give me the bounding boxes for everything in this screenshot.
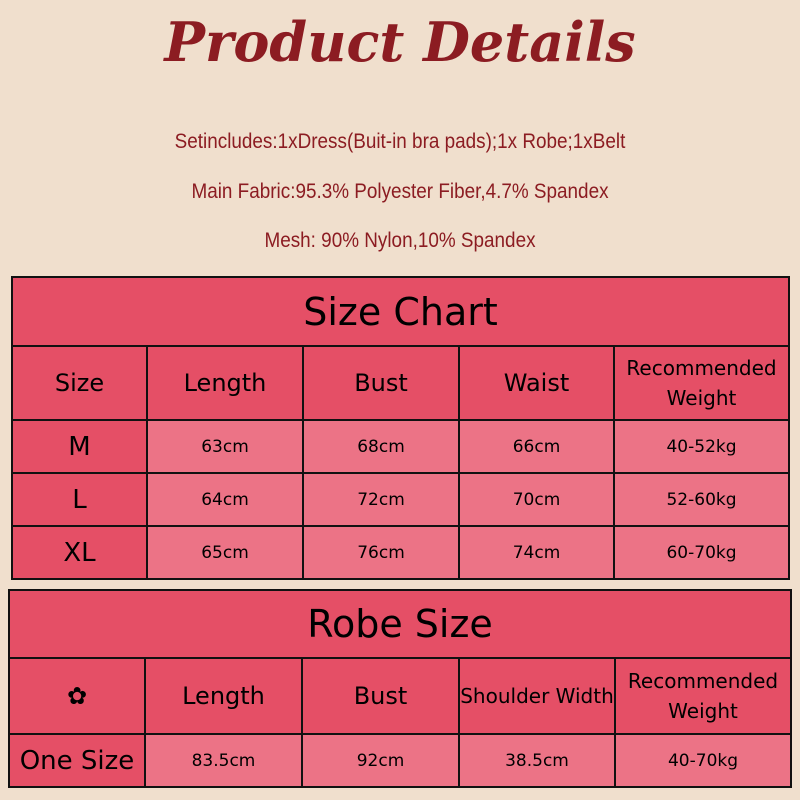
cell: 60-70kg bbox=[612, 525, 791, 580]
header-bust: Bust bbox=[302, 345, 460, 421]
table-row: One Size 83.5cm 92cm 38.5cm 40-70kg bbox=[8, 733, 793, 788]
size-label: L bbox=[11, 472, 148, 527]
header-shoulder-width: Shoulder Width bbox=[458, 657, 616, 735]
header-bust: Bust bbox=[301, 657, 460, 735]
header-weight: Recommended Weight bbox=[612, 345, 791, 421]
header-waist: Waist bbox=[458, 345, 615, 421]
cell: 52-60kg bbox=[612, 472, 791, 527]
cell: 38.5cm bbox=[458, 733, 616, 788]
robe-size-title: Robe Size bbox=[7, 589, 793, 659]
detail-mesh: Mesh: 90% Nylon,10% Spandex bbox=[264, 229, 536, 252]
cell: 70cm bbox=[458, 472, 615, 527]
cell: 76cm bbox=[302, 525, 460, 580]
cell: 63cm bbox=[146, 419, 304, 474]
cell: 65cm bbox=[146, 525, 304, 580]
size-label: One Size bbox=[8, 733, 146, 788]
cell: 92cm bbox=[301, 733, 460, 788]
page-title: Product Details bbox=[164, 10, 636, 74]
size-label: M bbox=[11, 419, 148, 474]
header-weight: Recommended Weight bbox=[613, 657, 793, 735]
cell: 68cm bbox=[302, 419, 460, 474]
cell: 40-70kg bbox=[613, 733, 793, 788]
robe-size-table: Robe Size ✿ Length Bust Shoulder Width R… bbox=[7, 589, 793, 788]
table-row: M 63cm 68cm 66cm 40-52kg bbox=[11, 419, 791, 474]
cell: 40-52kg bbox=[612, 419, 791, 474]
table-row: XL 65cm 76cm 74cm 60-70kg bbox=[11, 525, 791, 580]
detail-set-includes: Setincludes:1xDress(Buit-in bra pads);1x… bbox=[174, 130, 626, 153]
cell: 66cm bbox=[458, 419, 615, 474]
size-label: XL bbox=[11, 525, 148, 580]
cell: 83.5cm bbox=[144, 733, 303, 788]
detail-main-fabric: Main Fabric:95.3% Polyester Fiber,4.7% S… bbox=[191, 180, 609, 203]
table-row: L 64cm 72cm 70cm 52-60kg bbox=[11, 472, 791, 527]
header-length: Length bbox=[144, 657, 303, 735]
cell: 72cm bbox=[302, 472, 460, 527]
size-chart-title: Size Chart bbox=[10, 276, 791, 347]
cell: 74cm bbox=[458, 525, 615, 580]
cell: 64cm bbox=[146, 472, 304, 527]
size-chart-table: Size Chart Size Length Bust Waist Recomm… bbox=[10, 276, 791, 580]
header-size: Size bbox=[11, 345, 148, 421]
flower-icon: ✿ bbox=[8, 657, 146, 735]
header-length: Length bbox=[146, 345, 304, 421]
